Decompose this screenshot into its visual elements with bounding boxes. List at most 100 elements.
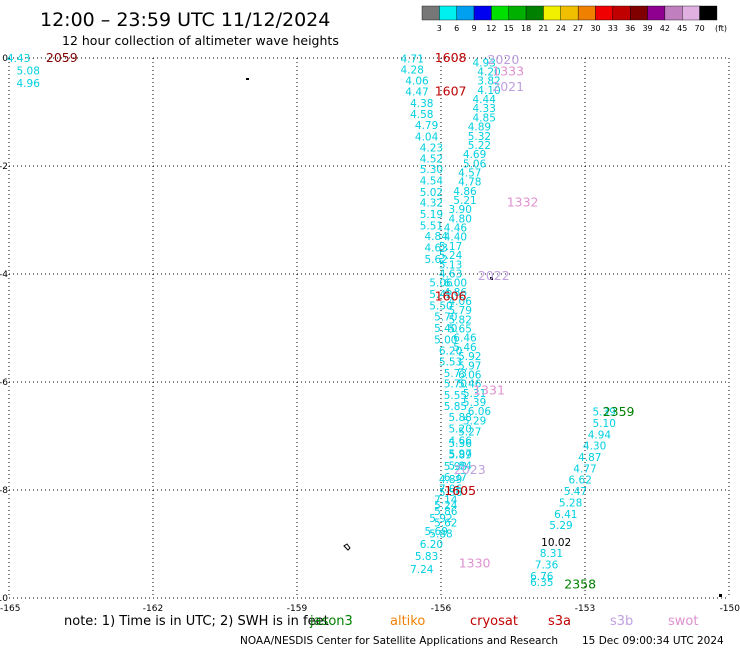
satellite-jason3-label: jason3 bbox=[309, 614, 353, 629]
swh-value: 5.06 bbox=[429, 278, 453, 290]
island-mark bbox=[246, 78, 249, 80]
swh-value: 4.54 bbox=[420, 176, 444, 188]
legend-tick: 27 bbox=[573, 24, 583, 33]
legend-tick: 30 bbox=[590, 24, 600, 33]
swh-value: 4.96 bbox=[17, 78, 41, 90]
legend-tick: 45 bbox=[677, 24, 687, 33]
legend-swatch bbox=[525, 5, 544, 21]
wave-height-points: 4.435.084.964.714.284.064.474.384.584.79… bbox=[7, 53, 616, 589]
legend-swatch bbox=[508, 5, 527, 21]
satellite-s3b-label: s3b bbox=[610, 614, 633, 629]
swh-value: 4.66 bbox=[449, 435, 473, 447]
pass-time-label: 2020 bbox=[487, 52, 519, 67]
footer-credit: NOAA/NESDIS Center for Satellite Applica… bbox=[240, 635, 558, 647]
legend-swatch bbox=[647, 5, 666, 21]
swh-value: 6.06 bbox=[458, 369, 482, 381]
swh-value: 4.38 bbox=[410, 98, 433, 110]
swh-value: 5.79 bbox=[449, 305, 472, 317]
legend-swatch bbox=[630, 5, 648, 21]
swh-value: 4.23 bbox=[420, 143, 443, 155]
swh-value: 5.73 bbox=[444, 368, 467, 380]
swh-value: 5.10 bbox=[593, 418, 616, 430]
swh-value: 4.52 bbox=[420, 153, 443, 165]
pass-time-label: 1330 bbox=[459, 555, 491, 570]
swh-value: 5.56 bbox=[439, 487, 463, 499]
swh-value: 4.89 bbox=[439, 474, 462, 486]
swh-value: 4.57 bbox=[458, 167, 481, 179]
pass-time-label: 2359 bbox=[603, 404, 635, 419]
pass-time-label: 1332 bbox=[507, 195, 539, 210]
swh-value: 5.97 bbox=[449, 448, 472, 460]
swh-value: 5.39 bbox=[593, 407, 616, 419]
swh-value: 5.27 bbox=[458, 427, 481, 439]
swh-value: 5.83 bbox=[415, 551, 438, 563]
swh-value: 5.46 bbox=[453, 342, 477, 354]
swh-value: 6.00 bbox=[444, 278, 467, 290]
swh-value: 5.21 bbox=[453, 195, 476, 207]
swh-value: 5.92 bbox=[429, 513, 452, 525]
x-tick-label: -165 bbox=[0, 604, 20, 614]
swh-value: 6.35 bbox=[530, 577, 553, 589]
legend-swatch bbox=[612, 5, 631, 21]
swh-value: 5.65 bbox=[449, 324, 472, 336]
y-axis-ticks: 0 -2 -4 -6 -8 -10 bbox=[0, 54, 8, 604]
swh-value: 5.47 bbox=[564, 486, 587, 498]
swh-value: 4.10 bbox=[477, 85, 500, 97]
swh-value: 4.87 bbox=[578, 452, 601, 464]
swh-value: 7.36 bbox=[535, 560, 559, 572]
legend-swatch bbox=[595, 5, 614, 21]
swh-value: 4.43 bbox=[7, 53, 30, 65]
legend-swatch bbox=[439, 5, 457, 21]
swh-value: 4.06 bbox=[449, 296, 473, 308]
swh-value: 5.89 bbox=[449, 449, 472, 461]
x-axis-ticks: -165 -162 -159 -156 -153 -150 bbox=[0, 604, 740, 614]
island-mark bbox=[343, 543, 351, 551]
pass-time-label: 1608 bbox=[435, 50, 467, 65]
swh-value: 4.04 bbox=[415, 131, 439, 143]
swh-value: 5.70 bbox=[434, 312, 457, 324]
swh-value: 5.42 bbox=[429, 289, 452, 301]
swh-value: 4.79 bbox=[415, 120, 438, 132]
legend-tick: 70 bbox=[695, 24, 705, 33]
swh-value: 7.14 bbox=[434, 495, 458, 507]
swh-value: 7.06 bbox=[439, 483, 463, 495]
pass-time-label: 2023 bbox=[454, 462, 486, 477]
pass-time-label: 2021 bbox=[492, 79, 524, 94]
x-tick-label: -159 bbox=[287, 604, 308, 614]
legend-swatch bbox=[473, 5, 492, 21]
legend-tick: 9 bbox=[472, 24, 477, 33]
pass-time-label: 2022 bbox=[478, 268, 510, 283]
satellite-s3a-label: s3a bbox=[548, 614, 571, 629]
swh-value: 4.30 bbox=[583, 441, 606, 453]
chart-subtitle: 12 hour collection of altimeter wave hei… bbox=[62, 33, 339, 48]
swh-value: 5.13 bbox=[439, 259, 462, 271]
legend-swatch bbox=[699, 5, 718, 21]
pass-time-label: 1606 bbox=[435, 289, 467, 304]
swh-value: 5.50 bbox=[429, 300, 452, 312]
swh-value: 4.84 bbox=[425, 231, 449, 243]
swh-value: 5.84 bbox=[449, 461, 473, 473]
swh-value: 5.29 bbox=[549, 520, 572, 532]
swh-value: 4.94 bbox=[588, 429, 612, 441]
swh-value: 4.06 bbox=[405, 76, 429, 88]
swh-color-legend: 3 6 9 12 15 18 21 24 27 30 33 36 39 42 45 70 (ft) bbox=[421, 5, 727, 33]
swh-value: 5.70 bbox=[444, 379, 467, 391]
swh-value: 5.46 bbox=[458, 379, 482, 391]
swh-value: 5.40 bbox=[434, 323, 457, 335]
legend-swatch bbox=[543, 5, 562, 21]
pass-time-label: 2358 bbox=[564, 577, 596, 592]
pass-time-label: 1605 bbox=[444, 483, 476, 498]
legend-swatch bbox=[560, 5, 579, 21]
swh-value: 3.82 bbox=[477, 76, 500, 88]
swh-value: 5.24 bbox=[439, 250, 463, 262]
swh-value: 4.40 bbox=[444, 232, 467, 244]
swh-value: 8.31 bbox=[540, 548, 563, 560]
x-tick-label: -150 bbox=[720, 604, 740, 614]
swh-value: 6.46 bbox=[453, 333, 477, 345]
swh-value: 6.06 bbox=[468, 406, 492, 418]
swh-value: 5.98 bbox=[444, 461, 467, 473]
legend-unit: (ft) bbox=[715, 24, 727, 33]
swh-value: 5.82 bbox=[449, 314, 472, 326]
legend-tick: 18 bbox=[521, 24, 531, 33]
